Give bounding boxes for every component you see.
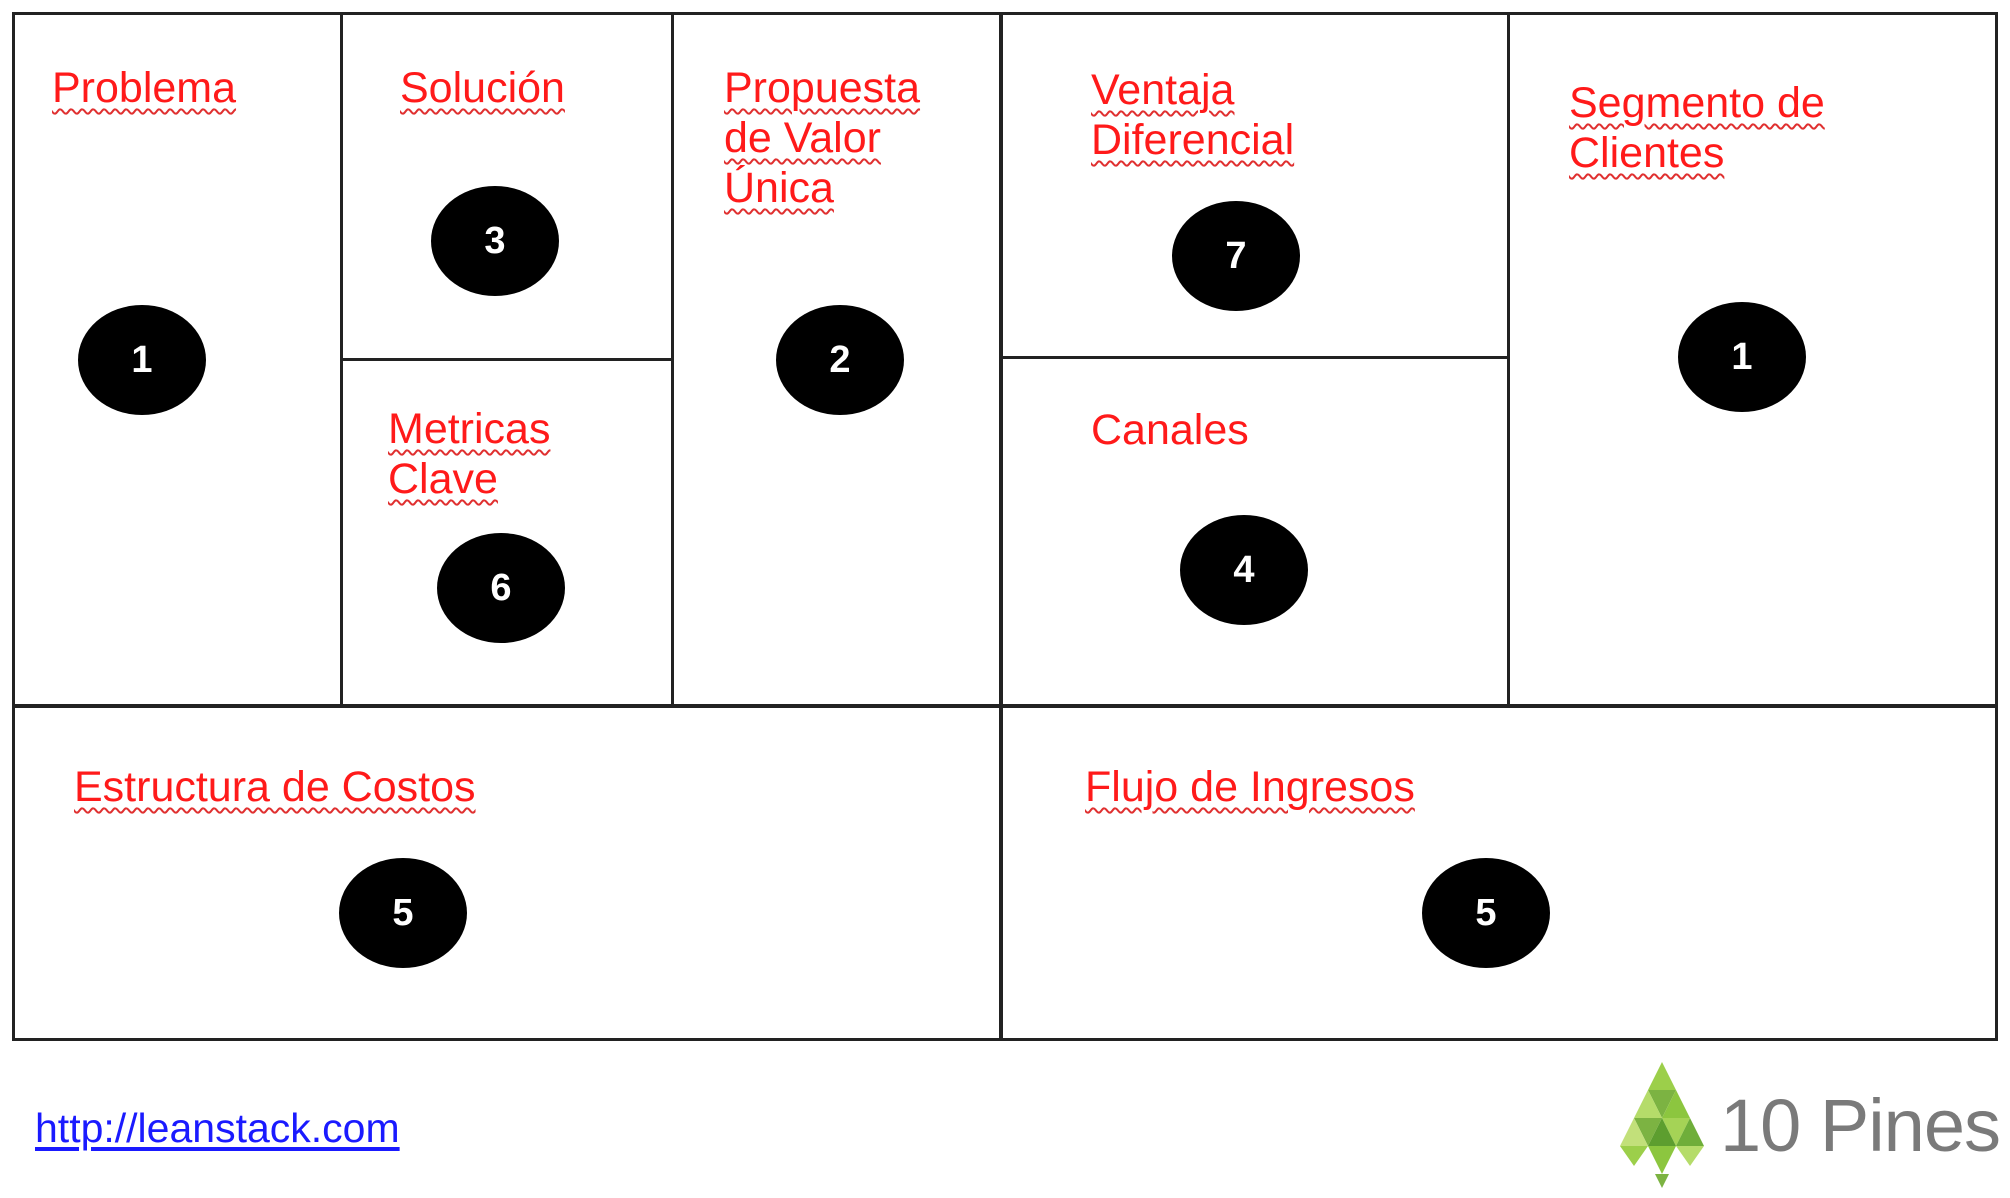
cell-title-metricas: Metricas Clave [388,405,551,503]
step-badge-propuesta: 2 [776,305,904,415]
divider-solucion-metricas [342,358,673,361]
cell-title-ingresos: Flujo de Ingresos [1085,763,1415,811]
step-badge-solucion: 3 [431,186,559,296]
step-badge-ingresos: 5 [1422,858,1550,968]
divider-ventaja-canales [1003,356,1509,359]
cell-title-costos: Estructura de Costos [74,763,476,811]
step-badge-ventaja: 7 [1172,201,1300,311]
border-top [12,12,1998,15]
logo-text: 10 Pines [1720,1083,2001,1167]
border-left [12,12,15,1041]
cell-title-problema: Problema [52,64,237,112]
pine-tree-icon [1620,1062,1704,1188]
step-badge-costos: 5 [339,858,467,968]
divider-col-3 [999,12,1003,1041]
cell-title-ventaja: Ventaja Diferencial [1091,66,1295,164]
cell-title-canales: Canales [1091,406,1249,454]
divider-col-1 [340,12,343,706]
cell-title-propuesta: Propuesta de Valor Única [724,64,921,212]
step-badge-segmento: 1 [1678,302,1806,412]
leanstack-link[interactable]: http://leanstack.com [35,1105,400,1151]
divider-col-4 [1507,12,1510,706]
divider-horizontal-main [12,704,1998,708]
cell-title-solucion: Solución [400,64,565,112]
border-bottom [12,1038,1998,1041]
ten-pines-logo: 10 Pines [1612,1062,2001,1188]
step-badge-metricas: 6 [437,533,565,643]
step-badge-problema: 1 [78,305,206,415]
step-badge-canales: 4 [1180,515,1308,625]
border-right [1995,12,1998,1041]
cell-title-segmento: Segmento de Clientes [1569,79,1825,177]
